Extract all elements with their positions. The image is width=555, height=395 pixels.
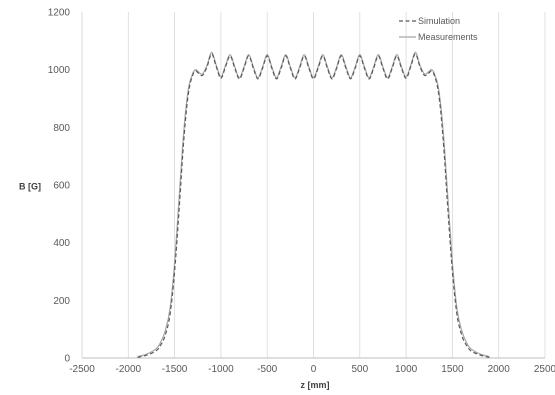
y-tick-label: 1000 [48, 65, 71, 76]
y-tick-labels: 0 200 400 600 800 1000 1200 [48, 8, 71, 365]
x-tick-labels: -2500 -2000 -1500 -1000 -500 0 500 1000 1500 2000… [69, 364, 555, 375]
y-tick-label: 0 [64, 354, 70, 365]
gridlines [127, 12, 546, 358]
series-lines [137, 51, 490, 358]
x-tick-label: -2000 [116, 364, 142, 375]
y-tick-label: 400 [53, 238, 70, 249]
series-line-simulation [137, 53, 490, 358]
axes [81, 12, 545, 359]
y-tick-label: 600 [53, 181, 70, 192]
x-tick-label: -500 [257, 364, 277, 375]
x-tick-label: 0 [311, 364, 317, 375]
x-tick-label: -2500 [69, 364, 95, 375]
legend: Simulation Measurements [399, 16, 478, 42]
x-tick-label: 2000 [488, 364, 511, 375]
legend-simulation-label: Simulation [418, 16, 460, 26]
x-tick-label: -1500 [162, 364, 188, 375]
y-tick-label: 1200 [48, 8, 71, 19]
x-tick-label: -1000 [208, 364, 234, 375]
x-axis-title: z [mm] [301, 380, 330, 390]
y-tick-label: 200 [53, 296, 70, 307]
series-line-measurements [137, 51, 490, 358]
x-tick-label: 1000 [395, 364, 418, 375]
y-tick-label: 800 [53, 123, 70, 134]
x-tick-label: 1500 [441, 364, 464, 375]
legend-measurements-label: Measurements [418, 32, 478, 42]
x-tick-label: 2500 [534, 364, 555, 375]
x-tick-label: 500 [351, 364, 368, 375]
y-axis-title: B [G] [19, 181, 41, 191]
